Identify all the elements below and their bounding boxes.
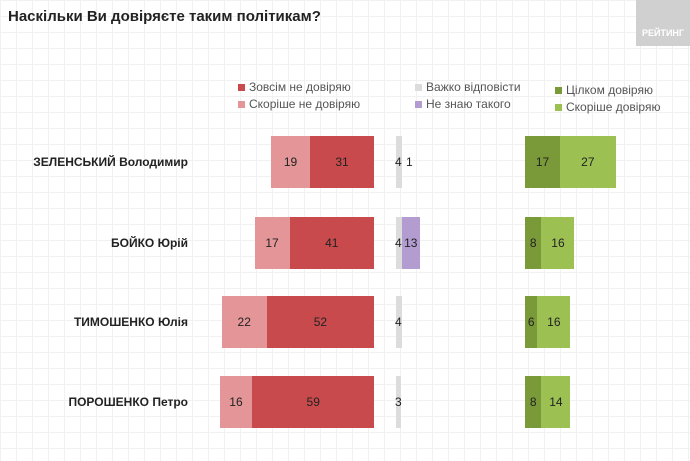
value-label: 4: [395, 236, 402, 250]
legend-item: Важко відповісти: [415, 80, 521, 94]
legend-label: Зовсім не довіряю: [249, 80, 351, 94]
bar-hard-to-say: [396, 217, 402, 269]
bar-hard-to-say: [396, 136, 402, 188]
legend-item: Цілком довіряю: [555, 83, 653, 97]
row-label: ТИМОШЕНКО Юлія: [73, 315, 188, 329]
bar-fully-trust: 17: [525, 136, 561, 188]
bar-hard-to-say: [396, 376, 401, 428]
bar-rather-trust: 16: [541, 217, 575, 269]
bar-fully-trust: 6: [525, 296, 538, 348]
legend-item: Скоріше довіряю: [555, 100, 660, 114]
bar-rather-distrust: 17: [254, 217, 290, 269]
bar-fully-distrust: 59: [252, 376, 374, 428]
row-label: ЗЕЛЕНСЬКИЙ Володимир: [33, 155, 188, 169]
bar-rather-trust: 27: [560, 136, 616, 188]
bar-hard-to-say: [396, 296, 402, 348]
bar-fully-distrust: 41: [289, 217, 374, 269]
bar-fully-trust: 8: [525, 376, 542, 428]
row-label: БОЙКО Юрій: [111, 236, 188, 250]
legend-label: Скоріше довіряю: [566, 100, 661, 114]
bar-rather-distrust: 16: [219, 376, 253, 428]
bar-dont-know: 13: [402, 217, 420, 269]
row-label: ПОРОШЕНКО Петро: [68, 395, 188, 409]
bar-rather-trust: 14: [541, 376, 571, 428]
bar-rather-trust: 16: [537, 296, 571, 348]
bar-fully-trust: 8: [525, 217, 542, 269]
value-label: 1: [406, 155, 413, 169]
bar-fully-distrust: 52: [266, 296, 374, 348]
value-label: 4: [395, 315, 402, 329]
legend-label: Скоріше не довіряю: [249, 97, 361, 111]
chart-title: Наскільки Ви довіряєте таким політикам?: [8, 8, 321, 25]
legend-label: Не знаю такого: [426, 97, 511, 111]
bar-rather-distrust: 22: [221, 296, 267, 348]
legend-item: Скоріше не довіряю: [238, 97, 360, 111]
legend-item: Не знаю такого: [415, 97, 511, 111]
legend-label: Важко відповісти: [426, 80, 521, 94]
logo: РЕЙТИНГ: [636, 0, 690, 46]
bar-fully-distrust: 31: [310, 136, 374, 188]
legend-label: Цілком довіряю: [566, 83, 653, 97]
value-label: 3: [395, 395, 402, 409]
legend-item: Зовсім не довіряю: [238, 80, 351, 94]
bar-rather-distrust: 19: [271, 136, 311, 188]
value-label: 4: [395, 155, 402, 169]
